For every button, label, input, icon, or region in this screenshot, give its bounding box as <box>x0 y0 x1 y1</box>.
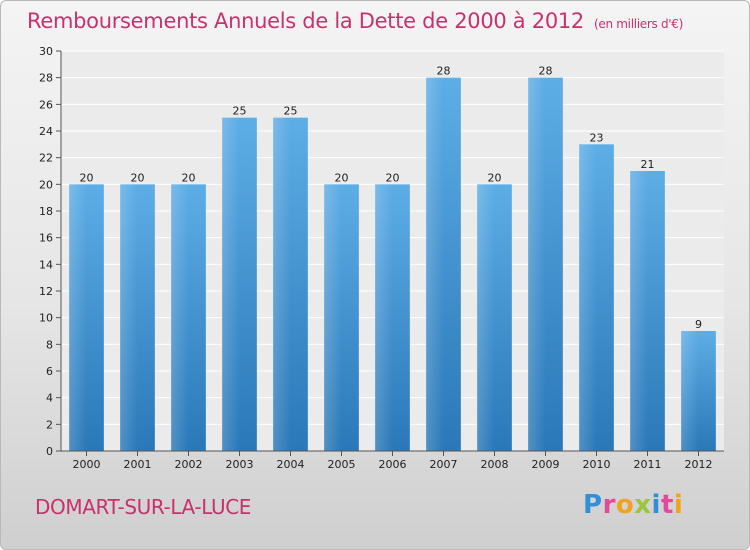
chart-unit: (en milliers d'€) <box>594 17 684 31</box>
chart-title-text: Remboursements Annuels de la Dette de 20… <box>27 9 584 33</box>
bar-highlight <box>426 77 444 452</box>
x-tick-label: 2007 <box>430 458 458 471</box>
x-tick-label: 2009 <box>532 458 560 471</box>
x-tick-label: 2008 <box>481 458 509 471</box>
x-tick-label: 2011 <box>634 458 662 471</box>
data-label: 20 <box>182 171 196 184</box>
data-label: 20 <box>80 171 94 184</box>
data-label: 23 <box>590 131 604 144</box>
y-tick-label: 16 <box>39 232 53 245</box>
bar-highlight <box>69 184 87 452</box>
data-label: 20 <box>488 171 502 184</box>
logo-letter: t <box>660 490 674 520</box>
y-tick-label: 10 <box>39 312 53 325</box>
x-tick-label: 2005 <box>328 458 356 471</box>
y-tick-label: 6 <box>46 365 53 378</box>
y-tick-label: 4 <box>46 392 53 405</box>
data-label: 9 <box>695 318 702 331</box>
x-tick-label: 2012 <box>685 458 713 471</box>
y-tick-label: 26 <box>39 98 53 111</box>
data-label: 21 <box>641 158 655 171</box>
proxiti-logo: Proxiti <box>583 490 683 520</box>
x-tick-label: 2004 <box>277 458 305 471</box>
y-tick-label: 28 <box>39 72 53 85</box>
chart-title: Remboursements Annuels de la Dette de 20… <box>27 9 683 33</box>
bar-highlight <box>273 117 291 452</box>
x-tick-label: 2000 <box>73 458 101 471</box>
y-tick-label: 20 <box>39 178 53 191</box>
bar-highlight <box>324 184 342 452</box>
y-tick-label: 14 <box>39 258 53 271</box>
y-tick-label: 22 <box>39 152 53 165</box>
x-tick-label: 2006 <box>379 458 407 471</box>
data-label: 25 <box>233 105 247 118</box>
bar-highlight <box>171 184 189 452</box>
bar-highlight <box>120 184 138 452</box>
data-label: 20 <box>386 171 400 184</box>
data-label: 20 <box>335 171 349 184</box>
bar-highlight <box>375 184 393 452</box>
bar-highlight <box>579 144 597 452</box>
bar-highlight <box>477 184 495 452</box>
logo-letter: x <box>634 490 652 520</box>
y-tick-label: 0 <box>46 445 53 458</box>
data-label: 28 <box>539 65 553 78</box>
x-tick-label: 2001 <box>124 458 152 471</box>
data-label: 25 <box>284 105 298 118</box>
data-label: 20 <box>131 171 145 184</box>
y-tick-label: 18 <box>39 205 53 218</box>
logo-letter: r <box>602 490 616 520</box>
x-tick-label: 2003 <box>226 458 254 471</box>
bar-highlight <box>528 77 546 452</box>
y-tick-label: 30 <box>39 45 53 58</box>
logo-letter: P <box>583 490 603 520</box>
x-tick-label: 2010 <box>583 458 611 471</box>
bar-highlight <box>222 117 240 452</box>
logo-letter: o <box>615 490 635 520</box>
y-tick-label: 2 <box>46 418 53 431</box>
bar-highlight <box>630 171 648 451</box>
bar-highlight <box>681 331 699 451</box>
data-label: 28 <box>437 65 451 78</box>
y-tick-label: 12 <box>39 285 53 298</box>
logo-letter: i <box>673 490 684 520</box>
x-tick-label: 2002 <box>175 458 203 471</box>
y-tick-label: 24 <box>39 125 53 138</box>
y-tick-label: 8 <box>46 338 53 351</box>
commune-name: DOMART-SUR-LA-LUCE <box>35 495 252 519</box>
logo-letter: i <box>651 490 661 520</box>
